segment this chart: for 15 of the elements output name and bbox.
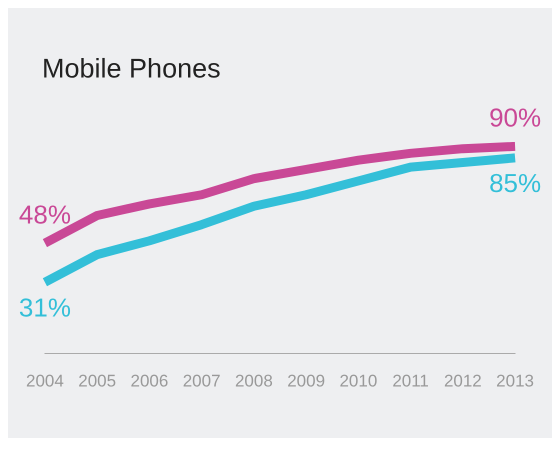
data-label: 31% bbox=[18, 292, 71, 322]
x-tick-label: 2009 bbox=[287, 371, 326, 390]
x-tick-label: 2006 bbox=[130, 371, 168, 390]
x-tick-label: 2005 bbox=[78, 371, 116, 390]
chart-title: Mobile Phones bbox=[42, 54, 221, 84]
x-tick-label: 2004 bbox=[26, 371, 64, 390]
x-tick-label: 2010 bbox=[339, 371, 378, 390]
x-tick-label: 2011 bbox=[392, 371, 429, 390]
x-tick-label: 2013 bbox=[496, 371, 534, 390]
x-tick-label: 2007 bbox=[182, 371, 221, 390]
data-label: 85% bbox=[489, 168, 542, 198]
x-tick-label: 2008 bbox=[234, 371, 273, 390]
data-label: 90% bbox=[489, 102, 542, 133]
x-tick-label: 2012 bbox=[444, 371, 482, 390]
data-label: 48% bbox=[18, 199, 71, 230]
